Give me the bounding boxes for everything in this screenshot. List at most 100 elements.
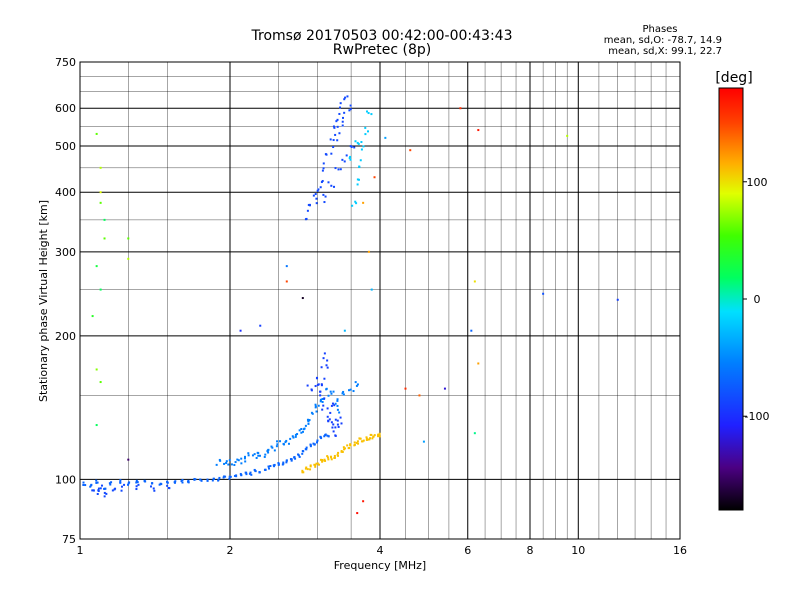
data-point [315, 462, 318, 465]
chart-title: Tromsø 20170503 00:42:00-00:43:43 [251, 28, 513, 44]
data-point [137, 483, 140, 486]
data-point [153, 489, 156, 492]
data-point [336, 399, 339, 402]
data-point [228, 459, 231, 462]
data-point [321, 458, 324, 461]
data-point [367, 250, 370, 253]
data-point [362, 145, 365, 148]
data-point [257, 454, 260, 457]
data-point [277, 462, 280, 465]
data-point [347, 447, 350, 450]
data-point [99, 191, 102, 194]
chart-subtitle: RwPretec (8p) [333, 42, 431, 58]
data-point [244, 460, 247, 463]
data-point [336, 423, 339, 426]
data-point [236, 458, 239, 461]
data-point [330, 456, 333, 459]
data-point [240, 462, 243, 465]
data-point [356, 383, 359, 386]
data-point [352, 390, 355, 393]
data-point [336, 408, 339, 411]
data-point [135, 479, 138, 482]
data-point [233, 464, 236, 467]
data-point [270, 445, 273, 448]
data-point [315, 410, 318, 413]
data-point [314, 465, 317, 468]
data-point [356, 512, 359, 515]
data-point [95, 481, 98, 484]
data-point [326, 456, 329, 459]
data-point [320, 384, 323, 387]
data-point [357, 442, 360, 445]
data-point [349, 104, 352, 107]
data-point [324, 434, 327, 437]
data-point [349, 155, 352, 158]
data-point [292, 436, 295, 439]
data-point [315, 197, 318, 200]
data-point [305, 446, 308, 449]
data-point [319, 458, 322, 461]
data-point [377, 435, 380, 438]
data-point [166, 481, 169, 484]
data-point [95, 132, 98, 135]
data-point [362, 201, 365, 204]
data-point [103, 487, 106, 490]
data-point [470, 329, 473, 332]
data-point [89, 485, 92, 488]
data-point [339, 102, 342, 105]
data-point [249, 471, 252, 474]
data-point [166, 484, 169, 487]
data-point [119, 479, 122, 482]
data-point [357, 178, 360, 181]
data-point [300, 428, 303, 431]
data-point [243, 457, 246, 460]
data-point [338, 112, 341, 115]
colorbar-label: [deg] [715, 70, 752, 86]
data-point [327, 394, 330, 397]
x-axis-ticks: 1 2 4 6 8 10 16 [77, 544, 688, 557]
data-point [331, 426, 334, 429]
data-point [240, 457, 243, 460]
data-point [341, 158, 344, 161]
data-point [305, 217, 308, 220]
data-point [181, 481, 184, 484]
data-point [324, 195, 327, 198]
data-point [263, 455, 266, 458]
data-point [343, 111, 346, 114]
data-point [224, 475, 227, 478]
data-point [215, 463, 218, 466]
data-point [332, 423, 335, 426]
data-point [356, 178, 359, 181]
data-point [287, 442, 290, 445]
y-tick-label: 500 [55, 140, 76, 153]
data-point [320, 366, 323, 369]
data-point [120, 485, 123, 488]
data-point [322, 193, 325, 196]
data-point [109, 483, 112, 486]
data-point [285, 265, 288, 268]
data-point [82, 483, 85, 486]
data-point [338, 411, 341, 414]
data-point [373, 434, 376, 437]
data-point [326, 455, 329, 458]
data-point [127, 458, 130, 461]
data-point [367, 130, 370, 133]
colorbar-tick-label: -100 [745, 410, 770, 423]
data-point [370, 288, 373, 291]
data-point [368, 437, 371, 440]
data-point [259, 324, 262, 327]
data-point [542, 292, 545, 295]
data-point [103, 237, 106, 240]
data-point [330, 421, 333, 424]
data-point [366, 438, 369, 441]
data-point [355, 384, 358, 387]
data-point [355, 202, 358, 205]
y-tick-label: 200 [55, 330, 76, 343]
data-point [239, 472, 242, 475]
data-point [351, 204, 354, 207]
y-axis-ticks: 75 100 200 300 400 500 600 750 [55, 56, 76, 546]
data-point [404, 387, 407, 390]
data-point [306, 418, 309, 421]
data-point [317, 404, 320, 407]
data-point [298, 429, 301, 432]
